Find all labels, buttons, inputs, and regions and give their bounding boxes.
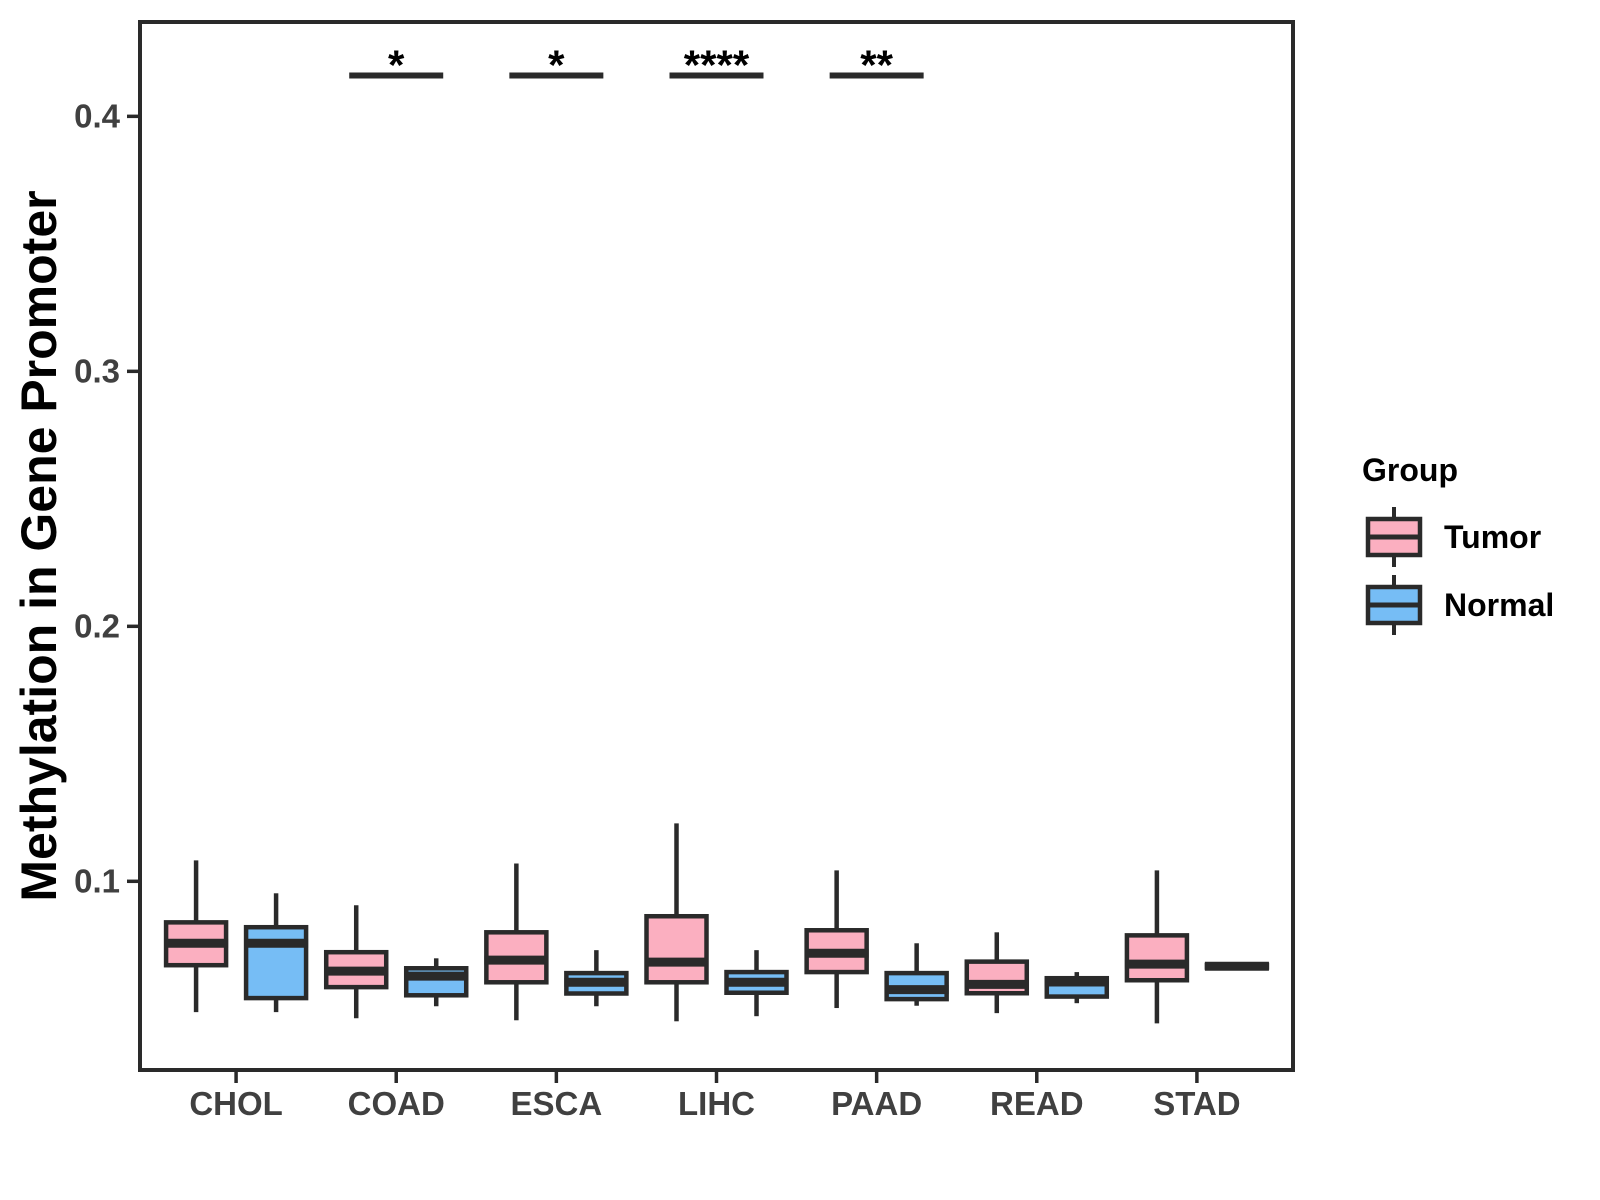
boxplot-lihc-tumor bbox=[644, 823, 709, 1022]
x-axis-label-coad: COAD bbox=[348, 1085, 445, 1122]
boxplot-read-tumor bbox=[964, 932, 1030, 1014]
boxplot-coad-tumor bbox=[323, 905, 389, 1019]
x-axis-label-paad: PAAD bbox=[831, 1085, 922, 1122]
boxplot-paad-normal bbox=[884, 943, 949, 1006]
boxplot-esca-tumor bbox=[484, 863, 549, 1021]
plot-panel-border bbox=[138, 20, 1295, 1072]
y-tick-label: 0.2 bbox=[74, 607, 120, 644]
x-axis-label-lihc: LIHC bbox=[678, 1085, 755, 1122]
legend-label-tumor: Tumor bbox=[1444, 519, 1541, 555]
legend-item-tumor: Tumor bbox=[1365, 507, 1541, 567]
boxplot-paad-tumor bbox=[804, 870, 869, 1009]
y-tick-label: 0.1 bbox=[74, 862, 120, 899]
boxplot-stad-normal bbox=[1204, 961, 1270, 971]
boxplot-stad-tumor bbox=[1124, 870, 1190, 1024]
y-tick-label: 0.4 bbox=[74, 97, 121, 134]
significance-label-esca: * bbox=[548, 42, 565, 89]
boxplot-read-normal bbox=[1044, 972, 1110, 1004]
boxplot-chol-normal bbox=[243, 893, 309, 1013]
iqr-box bbox=[243, 924, 309, 1001]
y-axis-title: Methylation in Gene Promoter bbox=[11, 190, 67, 901]
boxplot-esca-normal bbox=[564, 950, 629, 1007]
y-tick-label: 0.3 bbox=[74, 352, 120, 389]
x-axis-label-chol: CHOL bbox=[189, 1085, 283, 1122]
legend-label-normal: Normal bbox=[1444, 587, 1554, 623]
boxplot-lihc-normal bbox=[724, 950, 789, 1017]
significance-label-coad: * bbox=[388, 42, 405, 89]
iqr-box bbox=[644, 913, 709, 985]
legend-title: Group bbox=[1362, 452, 1458, 488]
x-axis-label-stad: STAD bbox=[1153, 1085, 1240, 1122]
significance-label-lihc: **** bbox=[684, 42, 750, 89]
boxplot-coad-normal bbox=[403, 958, 469, 1007]
legend-item-normal: Normal bbox=[1365, 575, 1554, 635]
boxplot-chol-tumor bbox=[163, 860, 229, 1013]
x-axis-label-esca: ESCA bbox=[511, 1085, 603, 1122]
significance-label-paad: ** bbox=[860, 42, 893, 89]
x-axis-label-read: READ bbox=[990, 1085, 1084, 1122]
iqr-box bbox=[1124, 933, 1190, 983]
